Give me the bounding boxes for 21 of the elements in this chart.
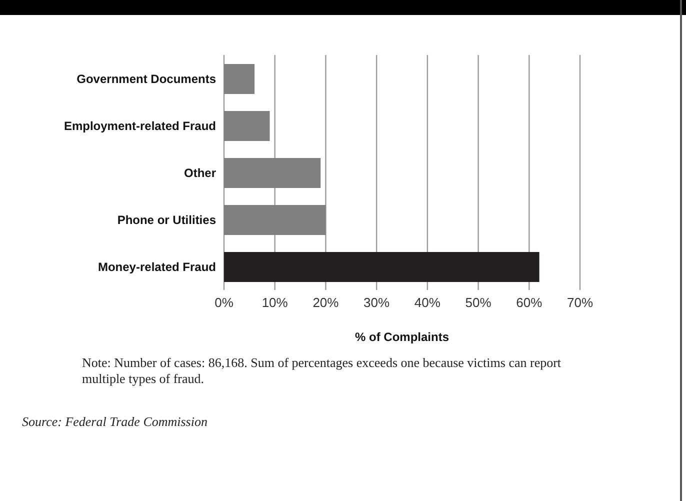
x-tick-label: 60% (516, 295, 543, 310)
y-tick-label: Government Documents (76, 72, 216, 86)
x-tick-label: 70% (566, 295, 594, 310)
y-tick-label: Money-related Fraud (98, 260, 216, 274)
x-tick-label: 30% (364, 295, 390, 310)
x-tick-label: 0% (214, 295, 234, 310)
bar (224, 111, 270, 141)
text: Note: Number of cases: 86,168. Sum of percentages exceeds one because victims can report multiple types of fraud. (82, 355, 562, 387)
y-tick-label: Other (184, 166, 216, 180)
y-tick-label: Employment-related Fraud (64, 118, 216, 133)
bar (224, 205, 326, 235)
y-tick-label: Phone or Utilities (117, 212, 216, 227)
x-tick-label: 10% (262, 295, 288, 310)
x-tick-label: 50% (465, 295, 492, 310)
x-tick-label: 40% (414, 295, 441, 310)
x-tick-label: 20% (312, 295, 340, 310)
bar (224, 158, 321, 188)
bar (224, 252, 540, 282)
bar (224, 64, 255, 94)
source-note: Source: Federal Trade Commission (22, 414, 208, 430)
x-axis-title: % of Complaints (354, 330, 450, 344)
